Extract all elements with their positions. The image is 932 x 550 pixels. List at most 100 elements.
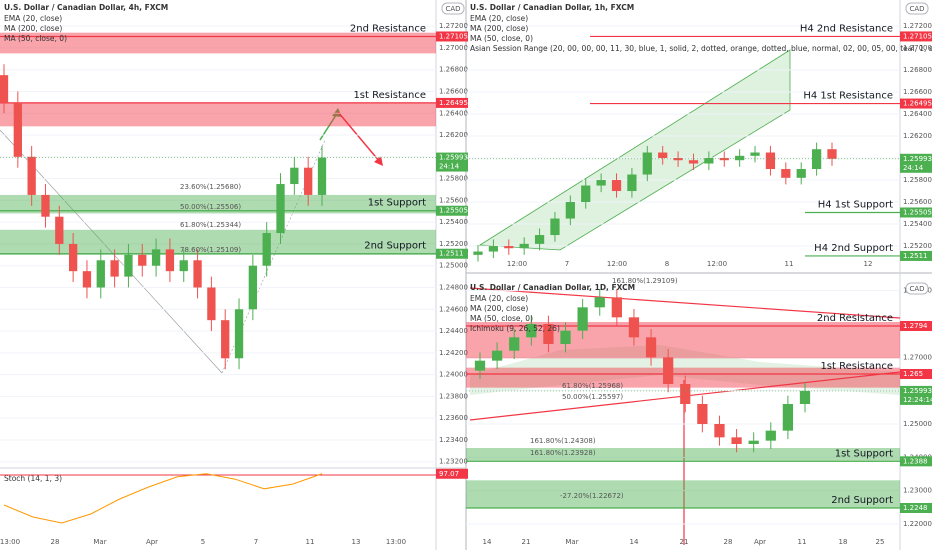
currency-label: CAD [445, 5, 460, 13]
level-label: 1st Resistance [820, 361, 893, 372]
x-tick-label: 25 [876, 538, 885, 546]
candle-body [748, 440, 759, 444]
candle-body [68, 243, 78, 272]
candle-body [719, 158, 729, 161]
y-tick-label: 1.26400 [903, 110, 932, 118]
currency-badge [441, 2, 465, 15]
y-tick-label: 1.25800 [903, 176, 932, 184]
candle-body [234, 309, 244, 359]
candle-body [317, 157, 327, 195]
candle-body [811, 149, 822, 170]
candle-body [193, 260, 202, 288]
x-tick-label: 28 [51, 538, 60, 546]
candle-body [714, 424, 725, 438]
y-tick-label: 1.25200 [439, 240, 468, 248]
candle-body [596, 180, 606, 186]
arrow-head [374, 156, 383, 166]
level-label: 2nd Resistance [350, 23, 426, 34]
stoch-tag-bg [436, 468, 468, 479]
price-tag-bg [900, 250, 932, 261]
price-tag: 1.26495 [903, 100, 932, 108]
x-tick-label: 12:00 [507, 260, 527, 268]
x-tick-label: Apr [146, 538, 158, 546]
stoch-tag: 97.07 [439, 470, 459, 478]
stoch-line [3, 473, 323, 524]
candle-body [628, 317, 640, 338]
indicator-label: MA (50, close, 0) [4, 34, 67, 43]
level-label: 2nd Resistance [817, 313, 893, 324]
y-tick-label: 1.27000 [439, 44, 468, 52]
indicator-label: EMA (20, close) [470, 294, 528, 303]
y-tick-label: 1.26200 [439, 131, 468, 139]
y-tick-label: 1.23000 [903, 487, 932, 495]
y-tick-label: 1.24600 [439, 305, 468, 313]
x-tick-label: 11 [306, 538, 315, 546]
fib-label: -27.20%(1.22672) [560, 492, 624, 500]
candle-body [55, 216, 64, 244]
candle-body [27, 156, 36, 195]
x-tick-label: 7 [565, 260, 569, 268]
candle-body [796, 169, 806, 178]
y-tick-label: 1.26800 [903, 66, 932, 74]
y-tick-label: 1.22000 [903, 520, 932, 528]
currency-badge [905, 282, 929, 295]
candle-body [735, 155, 745, 161]
price-tag-bg [900, 207, 932, 218]
fib-label: 61.80%(1.25968) [562, 382, 623, 390]
bar-timer: 24:14 [439, 163, 460, 171]
candle-body [179, 260, 188, 272]
level-zone [466, 480, 900, 508]
x-tick-label: 12:00 [607, 260, 627, 268]
price-tag: 1.26495 [439, 99, 468, 107]
last-price-bg [900, 153, 932, 173]
y-tick-label: 1.25600 [903, 198, 932, 206]
y-tick-label: 1.27000 [903, 44, 932, 52]
bar-timer: 24:14 [903, 164, 924, 172]
candle-body [611, 297, 622, 318]
candle-body [731, 437, 742, 444]
price-tag: 1.25505 [903, 208, 932, 216]
x-tick-label: 12:00 [707, 260, 727, 268]
y-tick-label: 1.26200 [903, 132, 932, 140]
candle-body [110, 260, 119, 277]
symbol-title: U.S. Dollar / Canadian Dollar, 4h, FXCM [4, 3, 168, 12]
indicator-label: EMA (20, close) [4, 14, 62, 23]
level-zone [0, 102, 436, 127]
symbol-title: U.S. Dollar / Canadian Dollar, 1D, FXCM [470, 283, 635, 292]
x-tick-label: Mar [565, 538, 578, 546]
x-tick-label: 14 [483, 538, 492, 546]
y-tick-label: 1.26600 [903, 88, 932, 96]
y-tick-label: 1.24200 [439, 349, 468, 357]
candle-body [782, 404, 794, 431]
candle-body [611, 180, 622, 192]
last-price-bg [900, 385, 932, 405]
level-label: H4 2nd Resistance [800, 23, 893, 34]
y-tick-label: 1.26400 [439, 109, 468, 117]
y-tick-label: 1.24400 [439, 327, 468, 335]
candle-body [276, 184, 285, 234]
candle-body [577, 307, 588, 331]
y-tick-label: 1.24000 [439, 371, 468, 379]
fib-label: 161.80%(1.24308) [530, 437, 596, 445]
candle-body [124, 254, 133, 277]
x-tick-label: 11 [798, 538, 807, 546]
x-tick-label: 8 [665, 260, 669, 268]
candle-body [165, 249, 175, 272]
candle-body [13, 102, 22, 157]
candle-body [750, 152, 760, 156]
candle-body [594, 297, 605, 308]
projection-arrow [337, 111, 381, 163]
currency-label: CAD [909, 5, 924, 13]
candle-body [82, 271, 92, 288]
candle-body [519, 243, 529, 249]
trend-channel [478, 49, 791, 251]
level-label: 2nd Support [364, 241, 426, 252]
level-label: 1st Support [368, 198, 426, 209]
price-tag-bg [900, 31, 932, 42]
x-tick-label: 11 [785, 260, 794, 268]
y-tick-label: 1.27000 [903, 353, 932, 361]
x-tick-label: 5 [201, 538, 205, 546]
candle-body [474, 360, 486, 371]
candle-body [688, 160, 699, 164]
level-label: H4 2nd Support [814, 243, 893, 254]
